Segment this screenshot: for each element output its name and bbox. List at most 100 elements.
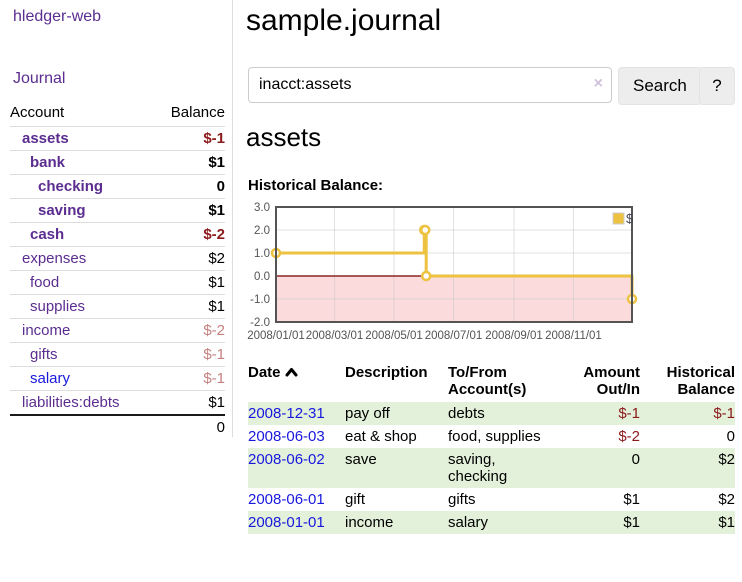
chart-xtick-label: 2008/11/01 bbox=[545, 330, 602, 342]
register-header-row: Date Description To/From Account(s) Amou… bbox=[248, 362, 735, 402]
chart-border bbox=[275, 206, 633, 323]
transaction-date-link[interactable]: 2008-12-31 bbox=[248, 405, 325, 422]
register-cell-amount: 0 bbox=[631, 451, 640, 468]
register-cell-date[interactable]: 2008-06-03 bbox=[248, 425, 345, 448]
account-row: saving $1 bbox=[10, 198, 225, 223]
account-row: bank $1 bbox=[10, 150, 225, 175]
account-link-food[interactable]: food bbox=[30, 274, 60, 291]
account-link-expenses[interactable]: expenses bbox=[22, 250, 87, 267]
account-row: salary $-1 bbox=[10, 366, 225, 391]
account-row: gifts $-1 bbox=[10, 342, 225, 367]
chart-xtick-label: 2008/03/01 bbox=[306, 330, 364, 342]
account-link-gifts[interactable]: gifts bbox=[30, 346, 58, 363]
account-link-income[interactable]: income bbox=[22, 322, 71, 339]
account-link-bank[interactable]: bank bbox=[30, 154, 66, 171]
account-row: checking 0 bbox=[10, 174, 225, 199]
account-balance: $1 bbox=[153, 390, 225, 415]
register-row: 2008-06-03 eat & shop food, supplies $-2 0 bbox=[248, 425, 735, 448]
register-cell-amount: $1 bbox=[623, 514, 640, 531]
account-row: cash $-2 bbox=[10, 222, 225, 247]
accounts-total-row: 0 bbox=[10, 414, 225, 439]
register-cell-amount: $-2 bbox=[618, 428, 640, 445]
account-balance: $-1 bbox=[153, 342, 225, 367]
account-row: expenses $2 bbox=[10, 246, 225, 271]
account-link-saving[interactable]: saving bbox=[38, 202, 86, 219]
accounts-total-spacer bbox=[10, 414, 154, 439]
account-link-checking[interactable]: checking bbox=[38, 178, 104, 195]
register-cell-date[interactable]: 2008-01-01 bbox=[248, 511, 345, 534]
register-cell-accounts: food, supplies bbox=[448, 428, 541, 445]
register-table: Date Description To/From Account(s) Amou… bbox=[248, 362, 735, 534]
chart-ytick-label: 1.0 bbox=[254, 248, 270, 260]
search-bar: × Search ? bbox=[248, 67, 735, 105]
account-balance: $-2 bbox=[153, 318, 225, 343]
account-balance: $1 bbox=[153, 150, 225, 175]
register-cell-description: pay off bbox=[345, 405, 390, 422]
register-col-description: Description bbox=[345, 364, 428, 381]
register-row: 2008-01-01 income salary $1 $1 bbox=[248, 511, 735, 534]
accounts-total-value: 0 bbox=[153, 414, 225, 439]
register-row: 2008-12-31 pay off debts $-1 $-1 bbox=[248, 402, 735, 425]
clear-search-icon[interactable]: × bbox=[593, 75, 603, 92]
register-col-date[interactable]: Date bbox=[248, 362, 345, 402]
register-cell-accounts: debts bbox=[448, 405, 485, 422]
chart-xtick-label: 2008/05/01 bbox=[365, 330, 423, 342]
account-link-assets[interactable]: assets bbox=[22, 130, 69, 147]
account-link-salary[interactable]: salary bbox=[30, 370, 71, 387]
brand-link[interactable]: hledger-web bbox=[13, 8, 102, 25]
account-row: supplies $1 bbox=[10, 294, 225, 319]
chart-legend-label: $ bbox=[626, 211, 634, 226]
account-row: assets $-1 bbox=[10, 126, 225, 151]
chart-xtick-label: 2008/01/01 bbox=[247, 330, 305, 342]
register-col-amount: Amount Out/In bbox=[583, 364, 640, 398]
transaction-date-link[interactable]: 2008-06-01 bbox=[248, 491, 325, 508]
account-balance: $1 bbox=[153, 270, 225, 295]
accounts-header-row: Account Balance bbox=[10, 101, 225, 127]
account-row: income $-2 bbox=[10, 318, 225, 343]
chart-ytick-label: -2.0 bbox=[250, 317, 270, 329]
transaction-date-link[interactable]: 2008-06-02 bbox=[248, 451, 325, 468]
help-button[interactable]: ? bbox=[699, 67, 735, 105]
register-row: 2008-06-02 save saving, checking 0 $2 bbox=[248, 448, 735, 488]
account-heading: assets bbox=[246, 122, 322, 152]
chart-legend-swatch bbox=[612, 212, 625, 225]
account-row: food $1 bbox=[10, 270, 225, 295]
search-input[interactable] bbox=[248, 67, 612, 103]
transaction-date-link[interactable]: 2008-01-01 bbox=[248, 514, 325, 531]
register-cell-accounts: salary bbox=[448, 514, 489, 531]
chart-ytick-label: 2.0 bbox=[254, 225, 270, 237]
register-cell-amount: $1 bbox=[623, 491, 640, 508]
search-button[interactable]: Search bbox=[618, 67, 702, 105]
account-link-cash[interactable]: cash bbox=[30, 226, 65, 243]
transaction-date-link[interactable]: 2008-06-03 bbox=[248, 428, 325, 445]
register-cell-accounts: gifts bbox=[448, 491, 476, 508]
chart-title: Historical Balance: bbox=[248, 177, 384, 194]
chart-xtick-label: 2008/07/01 bbox=[425, 330, 483, 342]
register-cell-accounts: saving, checking bbox=[448, 451, 508, 485]
register-cell-date[interactable]: 2008-06-01 bbox=[248, 488, 345, 511]
chart-ytick-label: 3.0 bbox=[254, 202, 270, 214]
page-title: sample.journal bbox=[246, 4, 442, 37]
register-cell-description: eat & shop bbox=[345, 428, 417, 445]
chart-xtick-label: 2008/09/01 bbox=[485, 330, 543, 342]
register-cell-date[interactable]: 2008-06-02 bbox=[248, 448, 345, 488]
account-link-supplies[interactable]: supplies bbox=[30, 298, 86, 315]
register-cell-amount: $-1 bbox=[618, 405, 640, 422]
register-cell-description: gift bbox=[345, 491, 366, 508]
accounts-col-account: Account bbox=[10, 104, 65, 121]
sidebar-item-journal[interactable]: Journal bbox=[13, 70, 66, 87]
account-balance: $2 bbox=[153, 246, 225, 271]
account-link-liabilities-debts[interactable]: liabilities:debts bbox=[22, 394, 120, 411]
chart-ytick-label: -1.0 bbox=[250, 294, 270, 306]
account-balance: $1 bbox=[153, 294, 225, 319]
sidebar: hledger-web Journal Account Balance asse… bbox=[0, 0, 233, 439]
account-balance: $-1 bbox=[153, 126, 225, 151]
register-cell-balance: $1 bbox=[718, 514, 735, 531]
register-cell-date[interactable]: 2008-12-31 bbox=[248, 402, 345, 425]
account-row: liabilities:debts $1 bbox=[10, 390, 225, 415]
register-cell-balance: $-1 bbox=[713, 405, 735, 422]
chart-data-point bbox=[420, 270, 432, 282]
register-col-tofrom: To/From Account(s) bbox=[448, 364, 527, 398]
register-cell-balance: $2 bbox=[718, 451, 735, 468]
